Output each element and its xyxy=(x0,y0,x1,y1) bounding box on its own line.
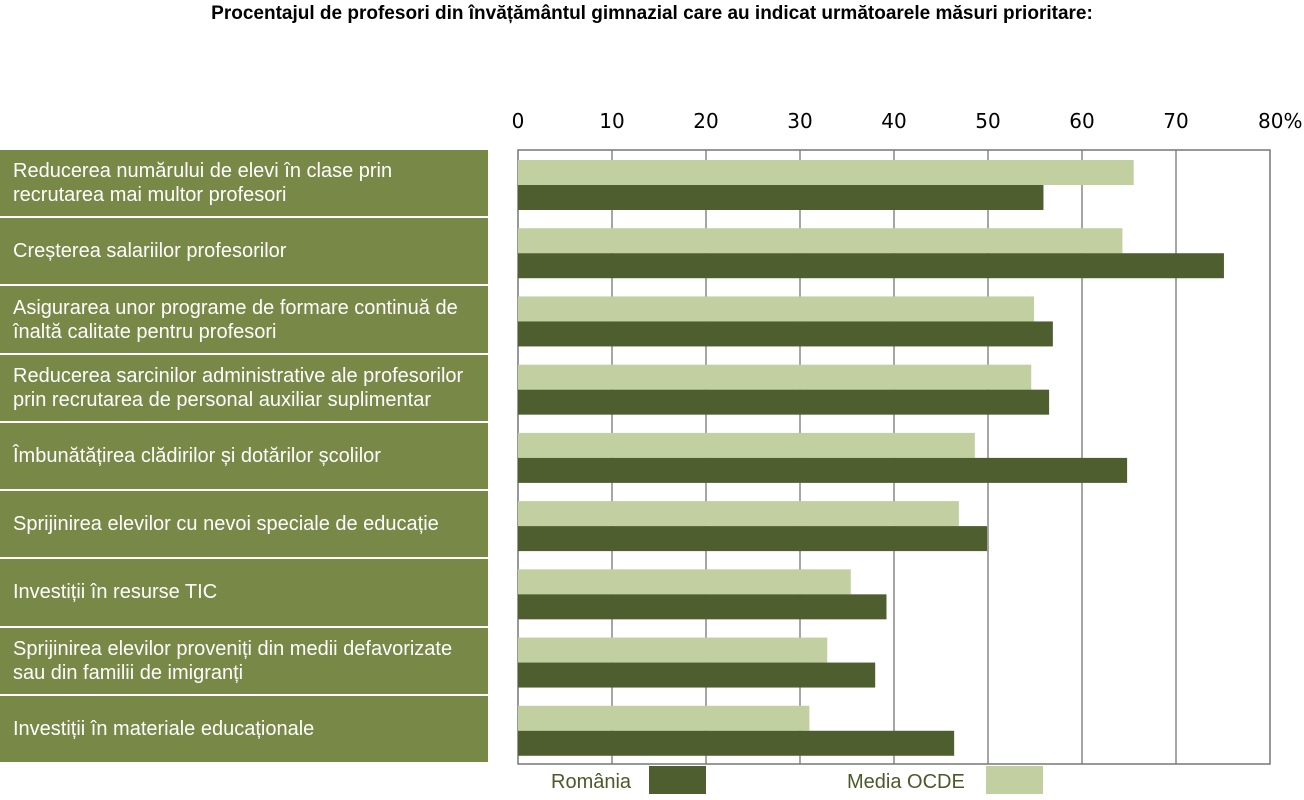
tick-label: 80% xyxy=(1258,109,1302,133)
tick-label: 50 xyxy=(975,109,1000,133)
tick-label: 0 xyxy=(512,109,525,133)
tick-label: 40 xyxy=(881,109,906,133)
bar-media-ocde xyxy=(518,705,810,731)
bar-media-ocde xyxy=(518,160,1134,185)
bar-media-ocde xyxy=(518,228,1123,254)
bar-romania xyxy=(518,389,1050,415)
bar-media-ocde xyxy=(518,569,851,595)
bar-media-ocde xyxy=(518,637,828,663)
bar-romania xyxy=(518,730,955,756)
tick-label: 10 xyxy=(599,109,624,133)
category-label: Îmbunătățirea clădirilor și dotărilor șc… xyxy=(0,422,488,490)
legend-label-media-ocde: Media OCDE xyxy=(847,771,965,793)
tick-label: 60 xyxy=(1069,109,1094,133)
bar-romania xyxy=(518,321,1053,347)
category-label: Reducerea sarcinilor administrative ale … xyxy=(0,354,488,421)
legend-swatch-media-ocde xyxy=(986,766,1043,794)
category-label: Sprijinirea elevilor cu nevoi speciale d… xyxy=(0,491,488,558)
bar-media-ocde xyxy=(518,432,975,458)
bar-media-ocde xyxy=(518,501,959,527)
tick-label: 20 xyxy=(693,109,718,133)
bar-media-ocde xyxy=(518,296,1035,322)
category-label: Investiții în resurse TIC xyxy=(0,559,488,626)
bar-romania xyxy=(518,185,1044,210)
category-label: Sprijinirea elevilor proveniți din medii… xyxy=(0,627,488,694)
bar-romania xyxy=(518,526,988,552)
tick-label: 70 xyxy=(1163,109,1188,133)
category-label: Asigurarea unor programe de formare cont… xyxy=(0,286,488,353)
legend-label-romania: România xyxy=(551,771,632,793)
category-label: Investiții în materiale educaționale xyxy=(0,695,488,762)
tick-label: 30 xyxy=(787,109,812,133)
bar-romania xyxy=(518,253,1224,279)
bar-media-ocde xyxy=(518,364,1032,390)
bar-romania xyxy=(518,662,876,688)
category-label: Reducerea numărului de elevi în clase pr… xyxy=(0,150,488,217)
chart-title: Procentajul de profesori din învățământu… xyxy=(211,3,1093,24)
bar-romania xyxy=(518,594,887,620)
bar-romania xyxy=(518,457,1128,483)
legend-swatch-romania xyxy=(649,766,706,794)
category-label: Creșterea salariilor profesorilor xyxy=(0,218,488,285)
